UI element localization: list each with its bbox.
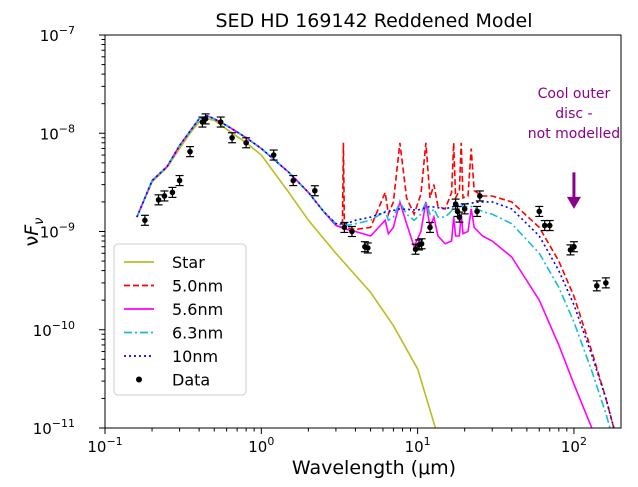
- data-point: [417, 238, 426, 250]
- legend-label: Star: [172, 253, 205, 272]
- x-tick-label: 10−1: [87, 435, 122, 456]
- data-point: [228, 132, 237, 144]
- data-point: [160, 190, 169, 202]
- y-tick-label: 10−8: [40, 122, 75, 143]
- legend-label: 5.6nm: [172, 300, 223, 319]
- data-point: [347, 225, 356, 238]
- data-point: [460, 203, 469, 215]
- data-point: [592, 280, 601, 292]
- series-line-6-3nm: [136, 115, 611, 428]
- x-axis: 10−1 100 101 102: [87, 428, 587, 456]
- data-point: [310, 185, 319, 197]
- y-tick-label: 10−7: [40, 24, 75, 45]
- data-point: [535, 205, 544, 218]
- data-point: [154, 194, 163, 206]
- annotation-text: Cool outer: [538, 86, 611, 102]
- data-point: [175, 174, 184, 187]
- data-point: [168, 186, 177, 199]
- legend-swatch: [136, 376, 142, 383]
- data-point: [475, 190, 484, 202]
- data-point: [455, 211, 464, 223]
- data-point: [426, 221, 435, 234]
- data-point: [340, 221, 349, 234]
- data-point: [242, 137, 251, 149]
- data-point: [451, 198, 460, 210]
- x-axis-label: Wavelength (μm): [292, 457, 456, 479]
- annotation-cool-outer-disc: Cool outer disc - not modelled: [528, 86, 620, 209]
- plot-area: [136, 113, 615, 428]
- data-point: [201, 113, 210, 125]
- legend-label: 10nm: [172, 347, 218, 366]
- x-tick-label: 102: [561, 435, 587, 456]
- legend-label: Data: [172, 371, 210, 390]
- x-tick-label: 100: [248, 435, 274, 456]
- legend-box: [113, 243, 247, 396]
- chart-title: SED HD 169142 Reddened Model: [216, 10, 533, 32]
- data-point: [473, 205, 482, 218]
- y-tick-label: 10−10: [33, 319, 75, 340]
- y-axis-label: νFν: [21, 218, 47, 247]
- data-point: [186, 146, 195, 158]
- data-point: [363, 242, 372, 254]
- legend-label: 6.3nm: [172, 324, 223, 343]
- annotation-text: disc -: [555, 106, 592, 122]
- y-tick-label: 10−11: [33, 417, 75, 438]
- legend-label: 5.0nm: [172, 277, 223, 296]
- annotation-arrowhead: [566, 196, 581, 209]
- data-point: [269, 149, 278, 161]
- data-point: [569, 241, 578, 253]
- series-line-star: [136, 118, 437, 428]
- data-point: [140, 214, 149, 226]
- series-line-5-0nm: [136, 115, 615, 428]
- legend: Star 5.0nm 5.6nm 6.3nm 10nm Data: [113, 243, 247, 396]
- data-point: [289, 174, 298, 187]
- data-point: [601, 277, 610, 289]
- x-tick-label: 101: [405, 435, 431, 456]
- annotation-text: not modelled: [528, 126, 620, 142]
- data-point: [216, 116, 225, 128]
- data-point: [545, 219, 554, 232]
